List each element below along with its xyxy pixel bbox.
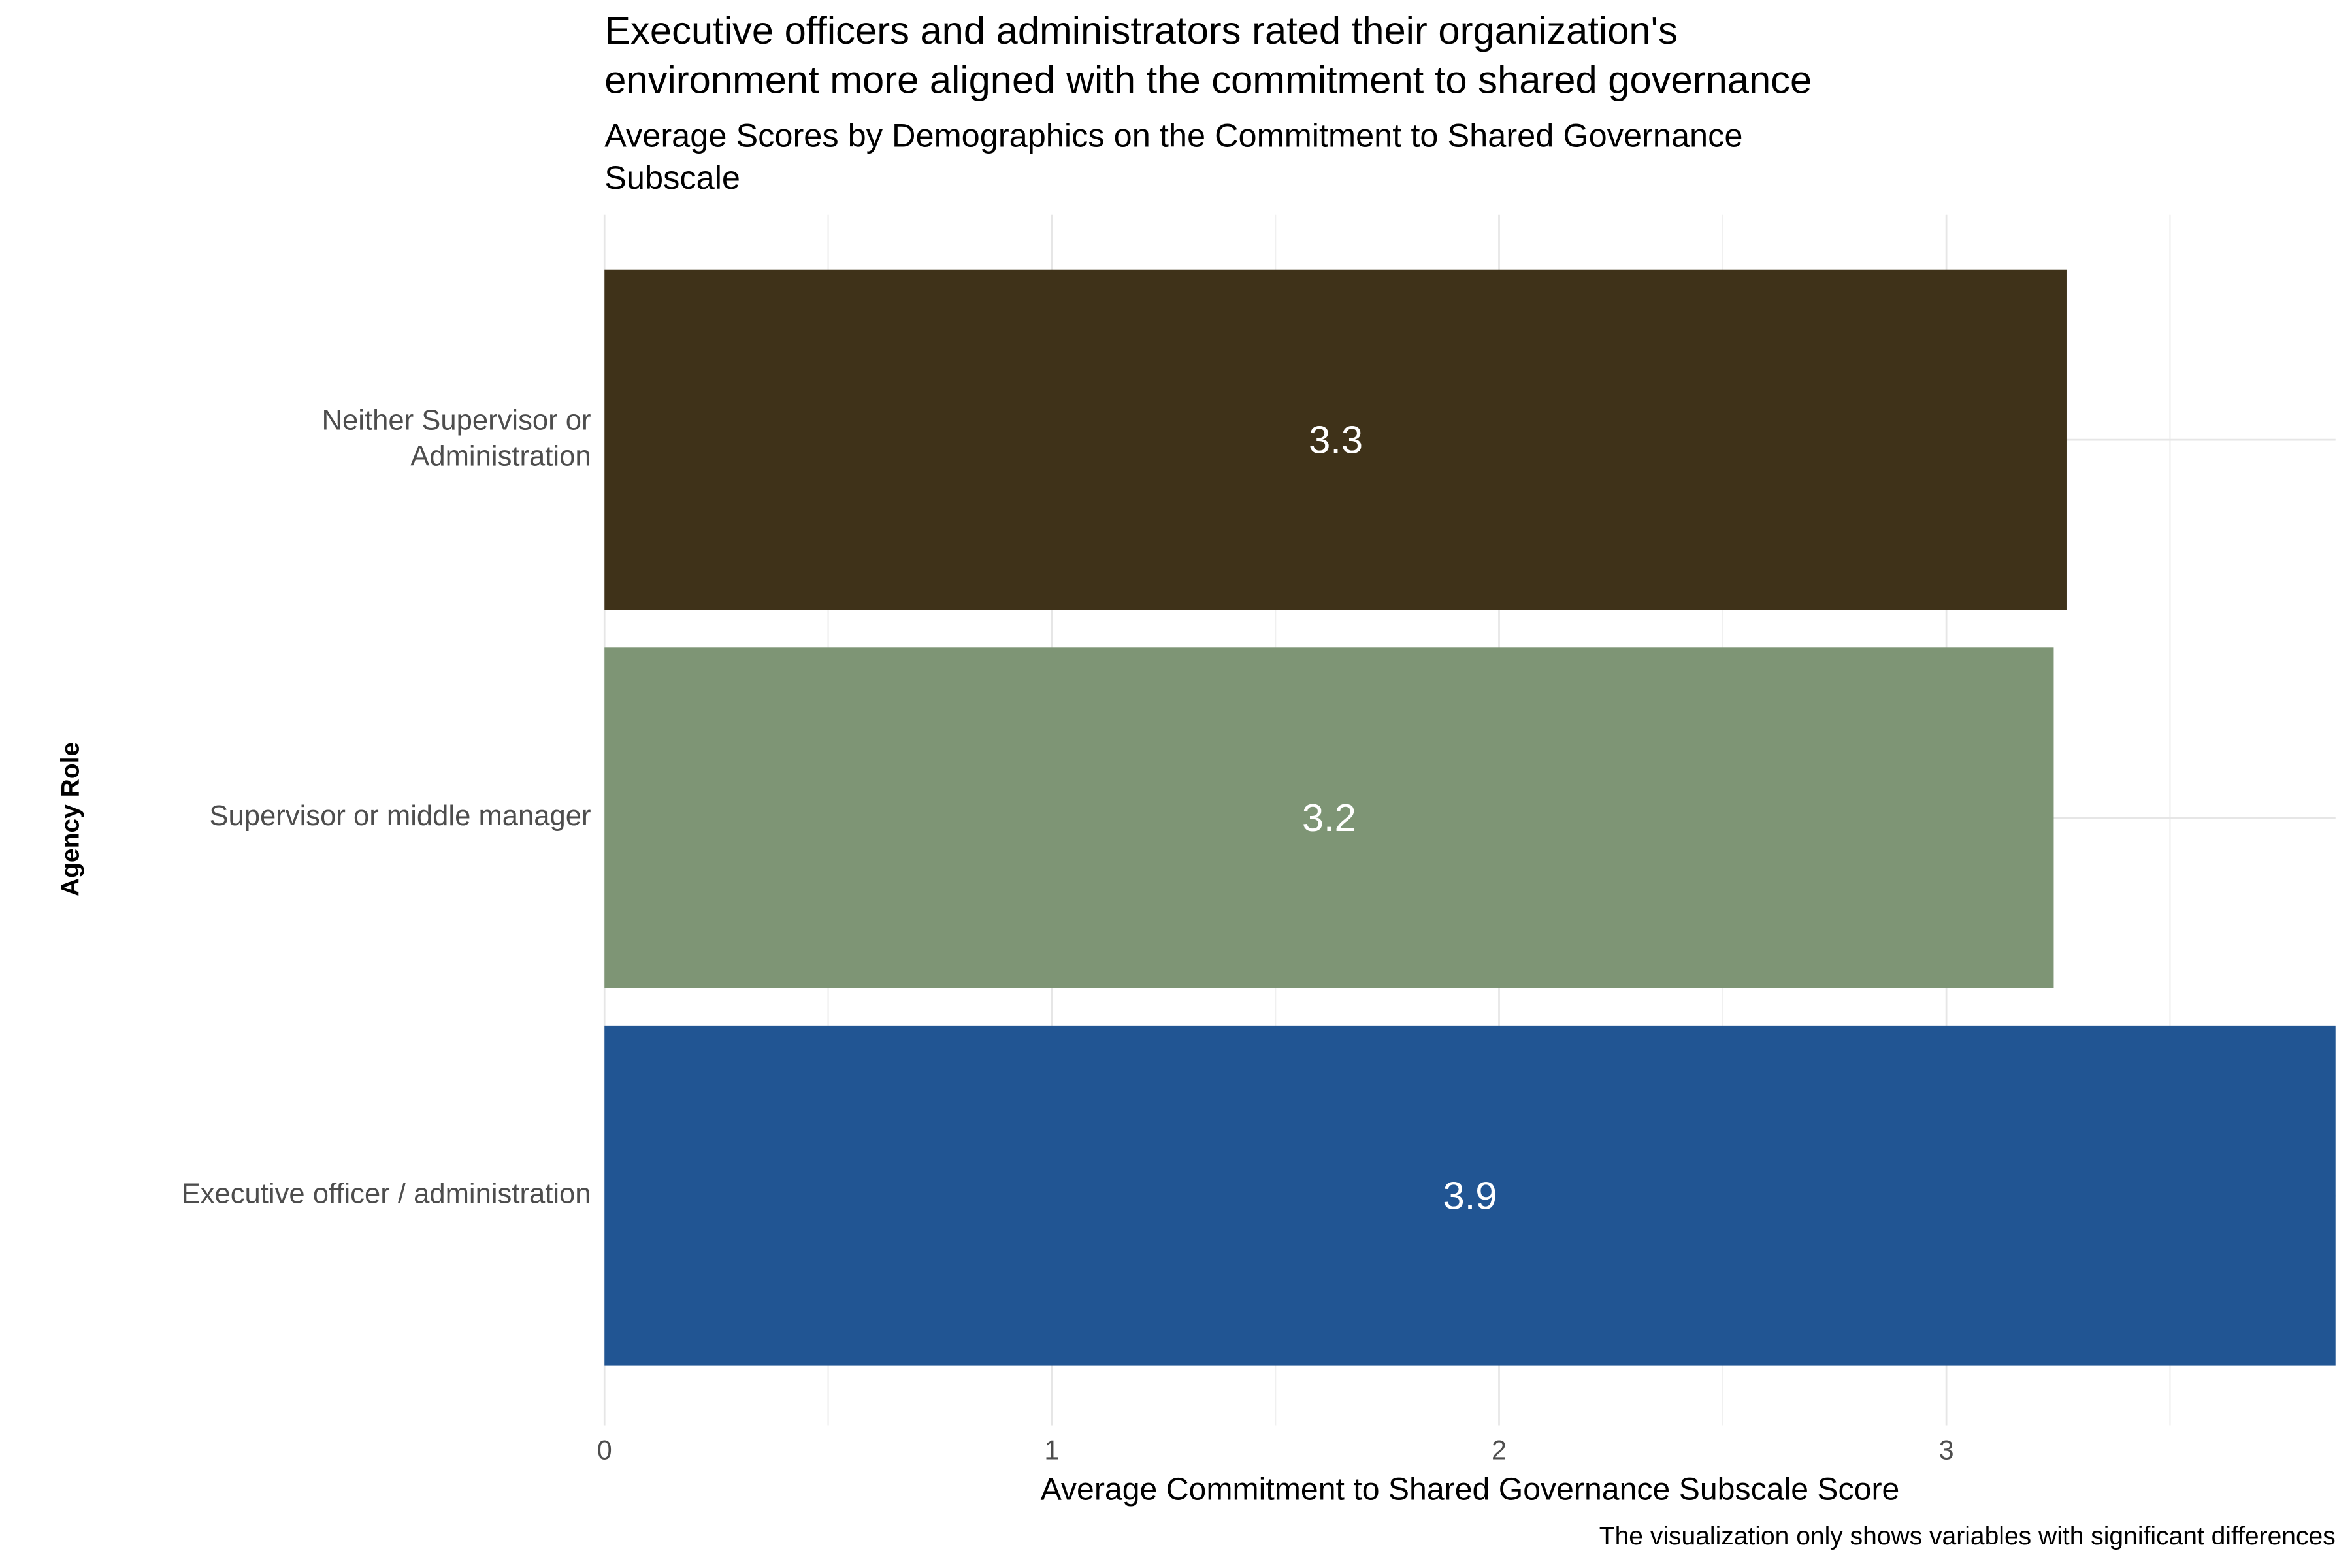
- value-label: 3.3: [1309, 417, 1363, 461]
- bar: [604, 1025, 2336, 1366]
- bar: [604, 647, 2054, 988]
- chart-subtitle: Average Scores by Demographics on the Co…: [604, 117, 1742, 196]
- caption: The visualization only shows variables w…: [1599, 1522, 2336, 1550]
- x-tick-label: 2: [1492, 1435, 1507, 1465]
- y-tick-label: Executive officer / administration: [182, 1179, 591, 1210]
- x-axis-title: Average Commitment to Shared Governance …: [1041, 1471, 1900, 1507]
- chart-title: Executive officers and administrators ra…: [604, 8, 1812, 102]
- y-axis-title: Agency Role: [57, 742, 85, 896]
- value-label: 3.9: [1443, 1174, 1497, 1218]
- bars: [604, 269, 2336, 1366]
- x-tick-label: 3: [1939, 1435, 1954, 1465]
- x-tick-label: 1: [1044, 1435, 1059, 1465]
- x-tick-label: 0: [597, 1435, 612, 1465]
- value-label: 3.2: [1302, 796, 1356, 840]
- y-tick-label: Supervisor or middle manager: [209, 800, 591, 832]
- bar: [604, 269, 2067, 610]
- y-tick-label: Neither Supervisor or Administration: [322, 404, 591, 472]
